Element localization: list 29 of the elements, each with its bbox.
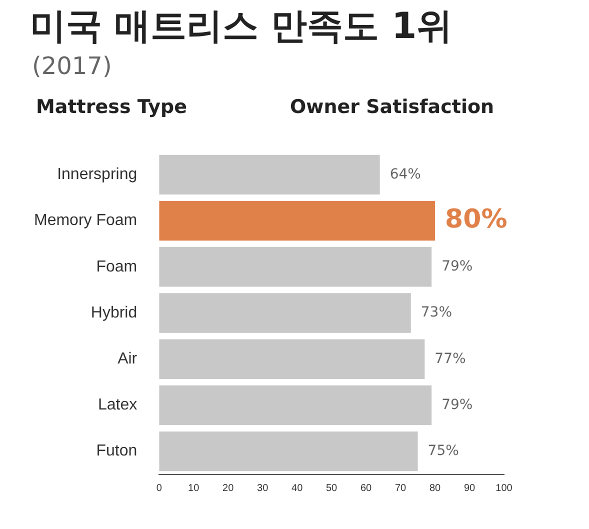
x-tick-label: 50 (326, 483, 338, 494)
y-tick-label: Innerspring (57, 166, 138, 184)
data-label: 79% (442, 396, 473, 413)
data-label: 64% (390, 166, 421, 182)
x-tick-label: 90 (464, 483, 476, 494)
x-tick-label: 40 (292, 483, 304, 494)
x-tick-label: 70 (394, 483, 407, 494)
y-tick-label: Hybrid (90, 304, 138, 322)
chart-title: 미국 매트리스 만족도 1위 (30, 5, 453, 49)
x-tick-label: 80 (429, 483, 442, 494)
x-tick-label: 60 (360, 483, 372, 494)
y-tick-label: Air (118, 350, 138, 368)
y-tick-label: Foam (96, 258, 138, 276)
x-axis-title: Owner Satisfaction (290, 96, 494, 118)
data-label: 75% (428, 442, 459, 459)
y-axis-title: Mattress Type (36, 96, 187, 118)
x-tick-label: 30 (257, 483, 269, 494)
x-tick-label: 100 (496, 483, 513, 494)
y-tick-label: Memory Foam (34, 212, 138, 230)
data-label: 77% (434, 350, 466, 367)
data-label: 80% (445, 204, 508, 235)
x-tick-label: 20 (222, 483, 234, 494)
y-tick-label: Latex (98, 396, 138, 414)
x-tick-label: 0 (156, 483, 162, 494)
x-tick-label: 10 (188, 483, 200, 494)
data-label: 73% (420, 304, 452, 321)
chart-subtitle: (2017) (32, 52, 112, 80)
y-tick-label: Futon (96, 442, 138, 460)
data-label: 79% (442, 258, 473, 275)
